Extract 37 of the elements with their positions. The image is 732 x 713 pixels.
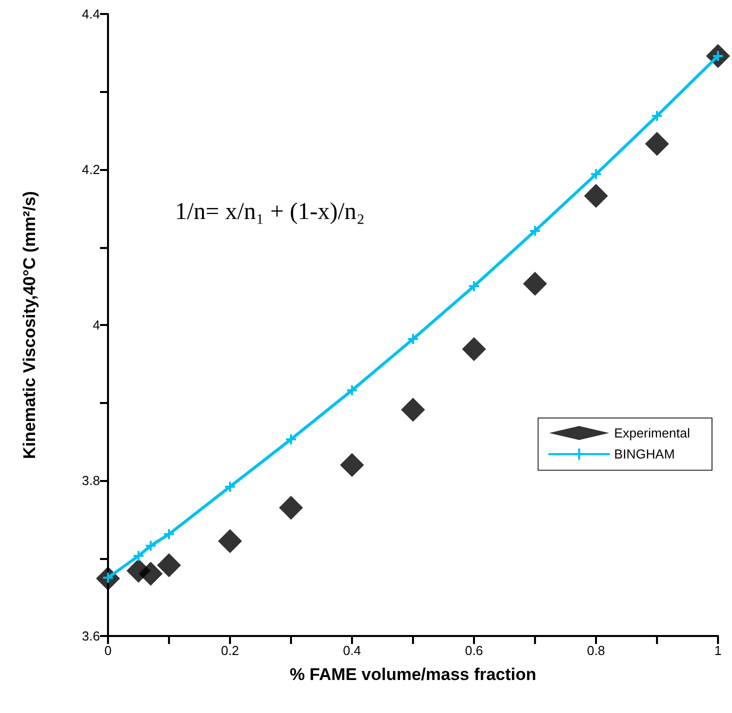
x-tick-label: 0.4 [342, 643, 362, 658]
x-tick-label: 0.2 [220, 643, 240, 658]
point [523, 272, 547, 296]
point [157, 553, 181, 578]
point [529, 224, 541, 237]
y-tick-label: 3.6 [82, 628, 100, 644]
point [401, 398, 425, 422]
point [285, 433, 297, 446]
point [407, 332, 419, 345]
point [163, 528, 175, 540]
point [144, 540, 157, 552]
x-tick-label: 0.8 [586, 643, 606, 658]
annotation: 1/n= x/n₁ + (1-x)/n₂ [175, 199, 365, 225]
point [138, 562, 163, 586]
point [468, 280, 480, 292]
x-tick-label: 1 [714, 643, 722, 658]
legend-label: BINGHAM [614, 446, 675, 462]
x-axis-title: % FAME volume/mass fraction [290, 665, 536, 684]
point [645, 132, 669, 156]
y-axis-title: Kinematic Viscosity,40°C (mm²/s) [20, 191, 39, 459]
point [340, 452, 364, 477]
point [218, 529, 242, 554]
x-tick-label: 0.6 [464, 643, 484, 658]
point [590, 168, 602, 180]
point [346, 384, 358, 396]
y-tick-label: 4 [92, 318, 100, 332]
point [224, 480, 236, 493]
legend-label: Experimental [614, 426, 690, 440]
y-tick-label: 3.8 [82, 473, 100, 488]
y-tick-label: 4.4 [82, 6, 100, 22]
point [651, 110, 663, 122]
x-tick-label: 0 [104, 643, 112, 658]
point [279, 496, 303, 520]
point [132, 550, 144, 562]
y-tick-label: 4.2 [82, 162, 100, 177]
point [584, 184, 608, 208]
point [462, 337, 486, 362]
